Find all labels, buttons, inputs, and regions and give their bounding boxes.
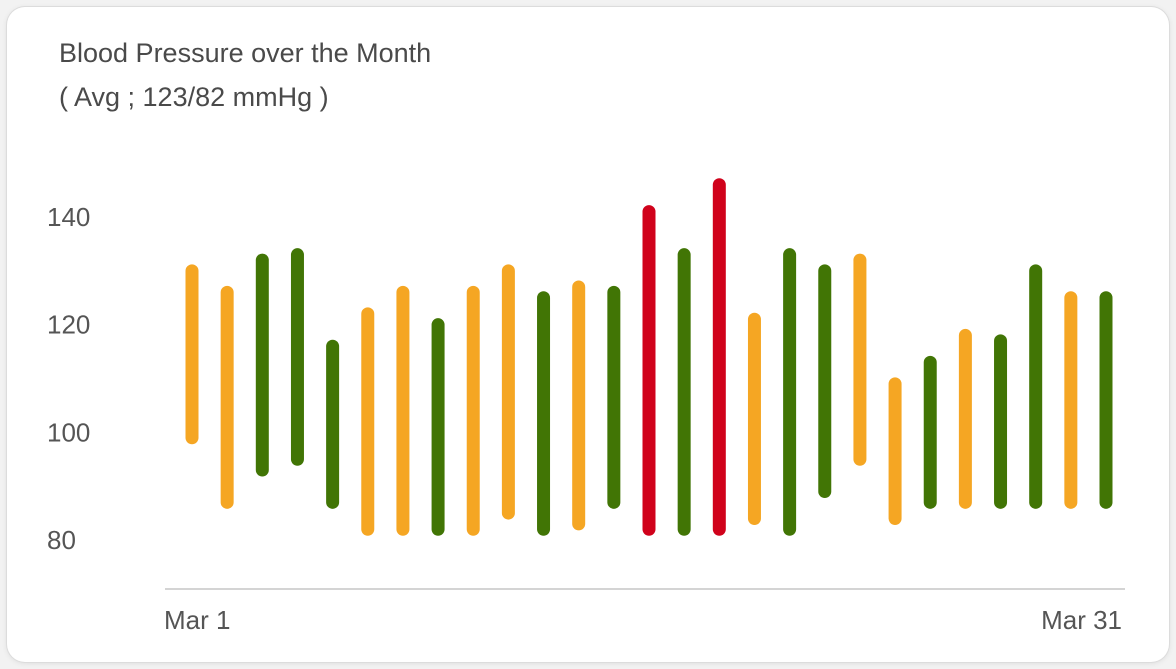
y-tick-label: 140: [47, 202, 90, 232]
chart-title: Blood Pressure over the Month: [59, 38, 432, 68]
y-tick-label: 120: [47, 310, 90, 340]
chart-card: Blood Pressure over the Month ( Avg ; 12…: [7, 7, 1169, 662]
x-tick-label-start: Mar 1: [164, 605, 230, 635]
y-tick-label: 100: [47, 417, 90, 447]
x-tick-label-end: Mar 31: [1041, 605, 1122, 635]
y-tick-label: 80: [47, 525, 76, 555]
chart-header: Blood Pressure over the Month ( Avg ; 12…: [59, 31, 431, 119]
chart-subtitle: ( Avg ; 123/82 mmHg ): [59, 82, 329, 112]
